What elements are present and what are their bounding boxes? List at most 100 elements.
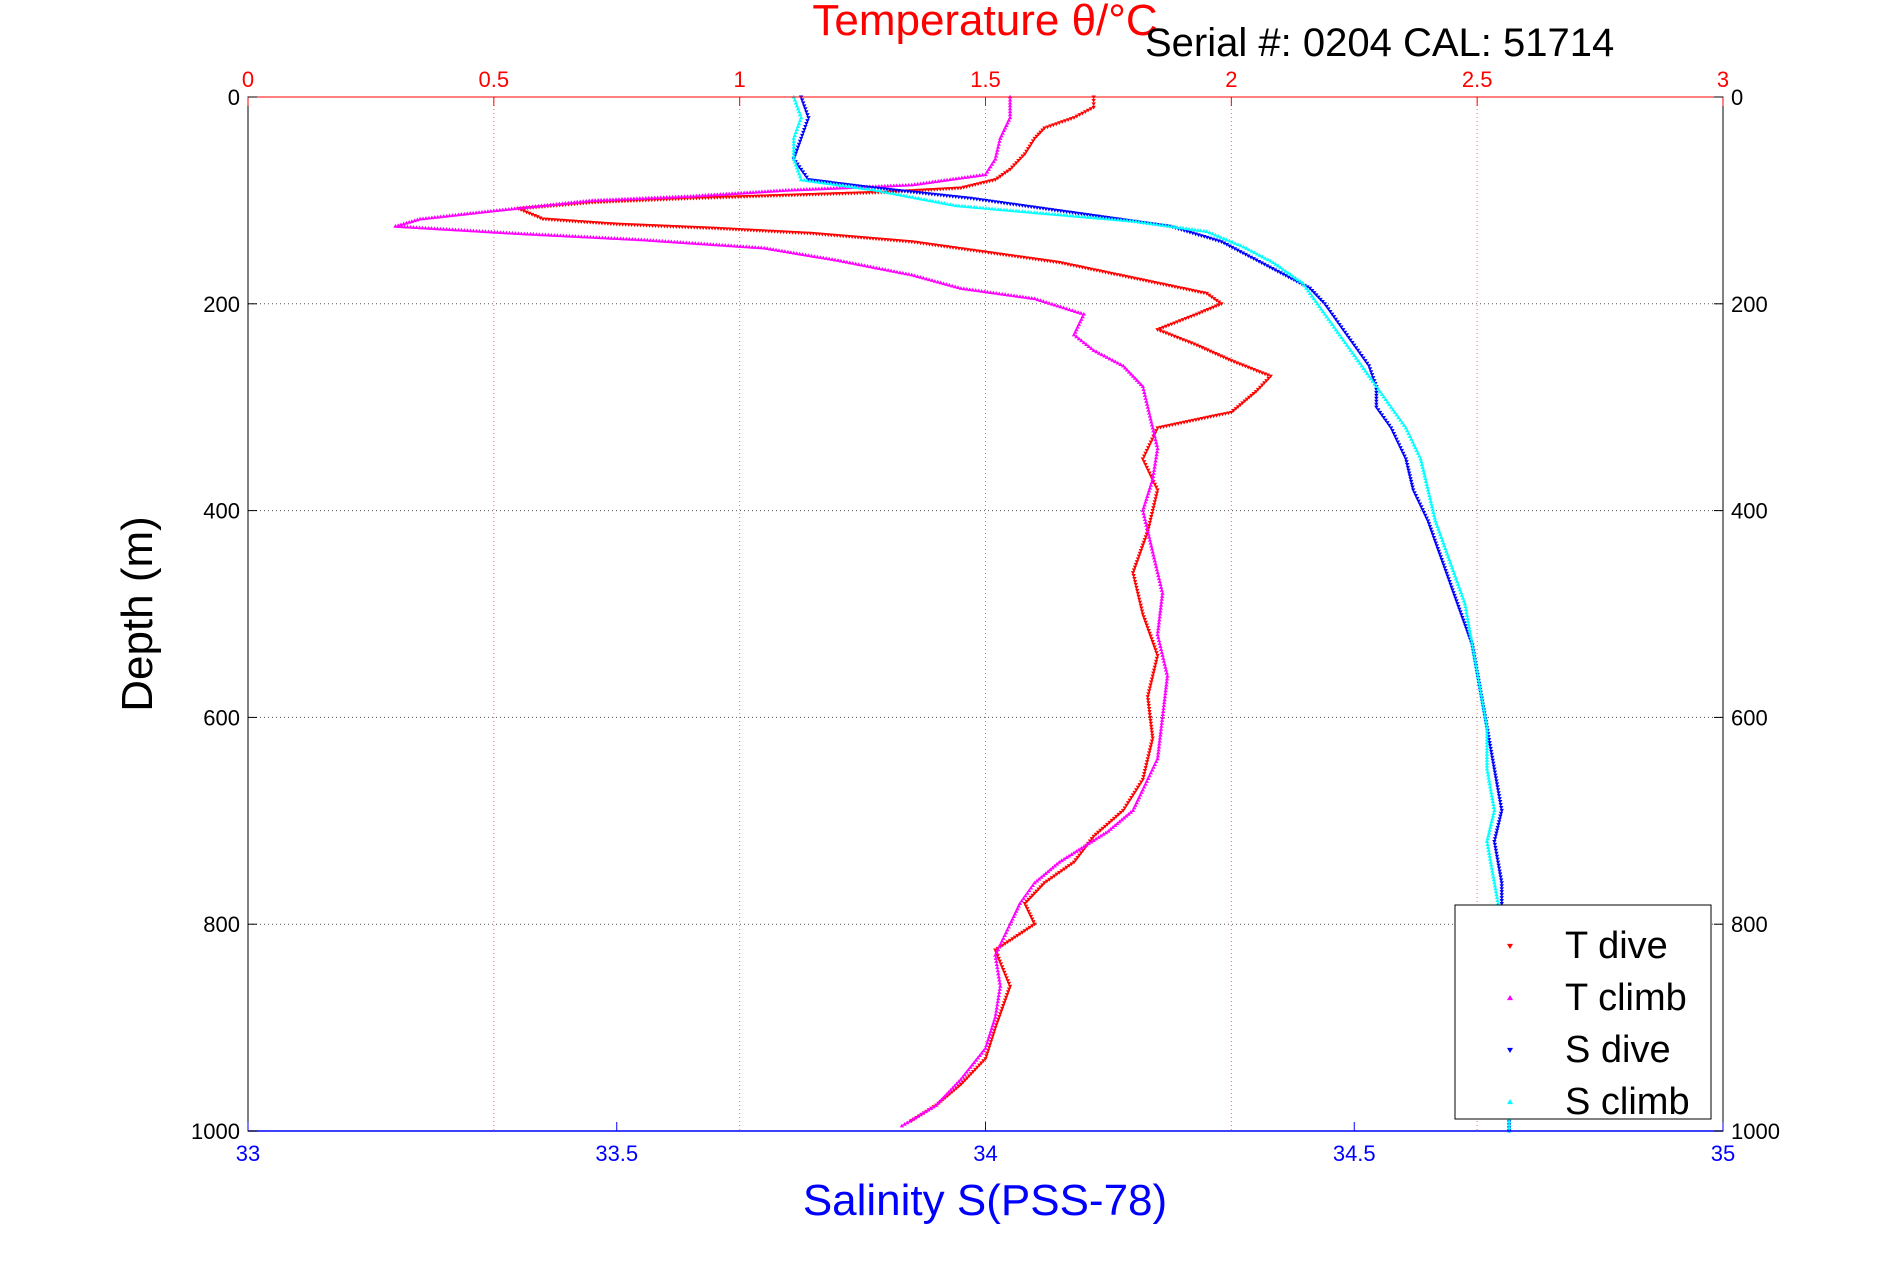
data-point — [1490, 871, 1495, 876]
data-point — [1146, 532, 1151, 536]
data-point — [956, 1079, 962, 1083]
data-point — [1002, 292, 1008, 297]
data-point — [835, 258, 841, 262]
data-point — [983, 206, 989, 210]
data-point — [1151, 671, 1156, 676]
data-point — [1376, 408, 1381, 412]
data-point — [739, 228, 745, 232]
data-point — [868, 264, 873, 269]
data-point — [1488, 859, 1493, 864]
data-point — [994, 962, 1000, 967]
data-point — [1415, 451, 1421, 455]
data-point — [1452, 573, 1458, 578]
data-point — [1148, 517, 1153, 522]
data-point — [1172, 334, 1177, 339]
data-point — [1399, 448, 1405, 453]
data-point — [1017, 294, 1023, 299]
data-point — [1248, 366, 1254, 371]
top-tick-label: 2.5 — [1462, 67, 1493, 92]
data-point — [803, 252, 808, 257]
data-point — [888, 268, 894, 273]
data-point — [1241, 244, 1246, 249]
data-point — [554, 201, 559, 206]
data-point — [809, 253, 814, 258]
data-point — [1307, 286, 1313, 291]
data-point — [615, 236, 620, 241]
data-point — [965, 196, 970, 201]
data-point — [791, 150, 796, 155]
data-point — [1494, 831, 1499, 836]
data-point — [1431, 513, 1437, 517]
data-point — [552, 218, 557, 223]
data-point — [805, 113, 810, 117]
data-point — [1226, 357, 1231, 362]
data-point — [1040, 883, 1045, 888]
data-point — [1376, 386, 1381, 391]
data-point — [1154, 656, 1160, 661]
data-point — [1141, 615, 1147, 619]
data-point — [741, 195, 747, 199]
serial-cal-text: Serial #: 0204 CAL: 51714 — [1145, 21, 1614, 65]
data-point — [1335, 330, 1340, 334]
data-point — [1124, 218, 1130, 223]
data-point — [733, 227, 739, 232]
data-point — [828, 181, 833, 186]
data-point — [1495, 860, 1501, 865]
data-point — [1155, 570, 1160, 575]
data-point — [1138, 382, 1144, 386]
data-point — [674, 225, 679, 229]
data-point — [890, 190, 896, 194]
data-point — [933, 179, 938, 184]
data-point — [1153, 659, 1159, 664]
data-point — [1134, 788, 1139, 792]
data-point — [1148, 721, 1154, 726]
data-point — [1339, 325, 1344, 330]
data-point — [1146, 706, 1152, 711]
data-point — [723, 243, 728, 247]
data-point — [891, 183, 896, 188]
data-point — [986, 1034, 992, 1039]
data-point — [697, 193, 702, 198]
data-point — [995, 965, 1000, 970]
data-point — [1143, 451, 1148, 456]
data-point — [817, 232, 822, 237]
data-point — [1432, 538, 1438, 543]
data-point — [890, 188, 896, 193]
data-point — [1192, 227, 1198, 232]
data-point — [1405, 428, 1410, 433]
data-point — [944, 1092, 949, 1096]
data-point — [983, 1057, 988, 1061]
data-point — [1152, 461, 1158, 466]
data-point — [726, 243, 731, 248]
data-point — [1300, 280, 1305, 285]
data-point — [984, 169, 990, 174]
data-point — [476, 210, 482, 214]
data-point — [406, 220, 412, 224]
data-point — [727, 195, 732, 200]
data-point — [1080, 848, 1086, 853]
data-point — [952, 1083, 957, 1088]
data-point — [1145, 220, 1150, 225]
data-point — [1131, 568, 1137, 573]
data-point — [874, 265, 879, 270]
data-point — [1486, 775, 1491, 780]
data-point — [805, 231, 810, 236]
data-point — [1157, 579, 1162, 584]
data-point — [1419, 459, 1424, 464]
data-point — [1490, 796, 1495, 801]
data-point — [1361, 366, 1366, 370]
data-point — [1200, 310, 1205, 315]
data-point — [1158, 602, 1164, 607]
data-point — [1001, 936, 1006, 940]
data-point — [819, 192, 824, 197]
data-point — [1030, 924, 1035, 929]
data-point — [1161, 709, 1166, 714]
data-point — [1150, 509, 1155, 513]
data-point — [735, 191, 741, 195]
data-point — [884, 190, 889, 194]
data-point — [1467, 631, 1473, 635]
data-point — [1484, 728, 1490, 733]
data-point — [1158, 327, 1163, 331]
data-point — [414, 225, 419, 230]
data-point — [1189, 314, 1194, 319]
